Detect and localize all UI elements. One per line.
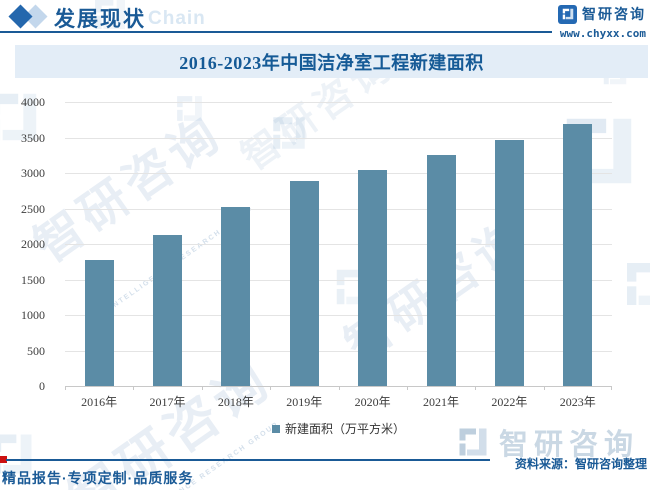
y-axis: 0 500 1000 1500 2000 2500 3000 3500 4000 (0, 95, 55, 393)
bar-2020年 (358, 170, 388, 386)
footer-divider (6, 459, 490, 461)
x-tick-label-2023年: 2023年 (559, 395, 596, 409)
watermark-logo-icon (620, 256, 650, 317)
x-tick-label-2020年: 2020年 (354, 395, 391, 409)
bar-2018年 (221, 207, 251, 386)
data-source: 资料来源：智研咨询整理 (514, 457, 647, 471)
header-divider (0, 31, 552, 33)
x-tick (133, 386, 135, 390)
legend-label: 新建面积（万平方米） (284, 422, 405, 436)
x-tick-label-2017年: 2017年 (149, 395, 186, 409)
plot-area (65, 102, 612, 390)
y-tick-label-3000: 3000 (21, 166, 45, 180)
header-diamond-dark-icon (8, 4, 33, 29)
brand-logo: 智研咨询 (558, 4, 646, 24)
x-tick-label-2018年: 2018年 (217, 395, 254, 409)
footer-red-square (0, 456, 7, 463)
gridline-500 (65, 350, 612, 352)
y-tick-label-0: 0 (39, 379, 45, 393)
x-tick (543, 386, 545, 390)
x-tick-label-2021年: 2021年 (423, 395, 460, 409)
gridline-3000 (65, 173, 612, 174)
x-tick (475, 386, 477, 390)
y-tick-label-4000: 4000 (21, 95, 45, 109)
x-tick-label-2019年: 2019年 (286, 395, 323, 409)
gridline-4000 (65, 102, 612, 103)
bar-2021年 (426, 155, 456, 386)
legend-marker (271, 424, 280, 433)
x-tick (611, 386, 612, 390)
y-tick-label-1500: 1500 (21, 272, 45, 287)
gridline-1000 (65, 315, 612, 316)
footer-tagline: 精品报告·专项定制·品质服务 (2, 470, 194, 486)
gridline-2500 (65, 208, 612, 210)
x-tick-label-2016年: 2016年 (81, 395, 118, 409)
brand-name: 智研咨询 (582, 6, 646, 22)
brand-logo-icon (558, 4, 577, 24)
x-tick (201, 386, 203, 390)
chart-title-band: 2016-2023年中国洁净室工程新建面积 (15, 45, 648, 78)
y-tick-label-2500: 2500 (21, 201, 45, 216)
brand-url: www.chyxx.com (559, 27, 646, 40)
gridline-3500 (65, 137, 612, 139)
gridline-1500 (65, 279, 612, 281)
x-tick (338, 386, 340, 390)
x-tick-label-2022年: 2022年 (491, 395, 528, 409)
gridline-2000 (65, 244, 612, 245)
bar-2016年 (84, 259, 114, 386)
header-watermark-chain: Chain (148, 8, 206, 29)
bar-2023年 (563, 124, 593, 386)
x-tick (65, 386, 66, 390)
y-tick-label-500: 500 (27, 343, 45, 358)
bar-2017年 (153, 234, 183, 386)
x-tick (270, 386, 272, 390)
bar-2022年 (494, 140, 524, 386)
bar-2019年 (289, 180, 319, 386)
x-tick (406, 386, 408, 390)
chart-title: 2016-2023年中国洁净室工程新建面积 (179, 52, 484, 73)
section-title: 发展现状 (54, 8, 146, 31)
legend: 新建面积（万平方米） (65, 420, 612, 437)
y-tick-label-2000: 2000 (21, 237, 45, 251)
y-tick-label-3500: 3500 (21, 130, 45, 145)
x-axis: 2016年 2017年 2018年 2019年 2020年 2021年 2022年 2023年 (65, 393, 612, 409)
y-tick-label-1000: 1000 (21, 308, 45, 322)
